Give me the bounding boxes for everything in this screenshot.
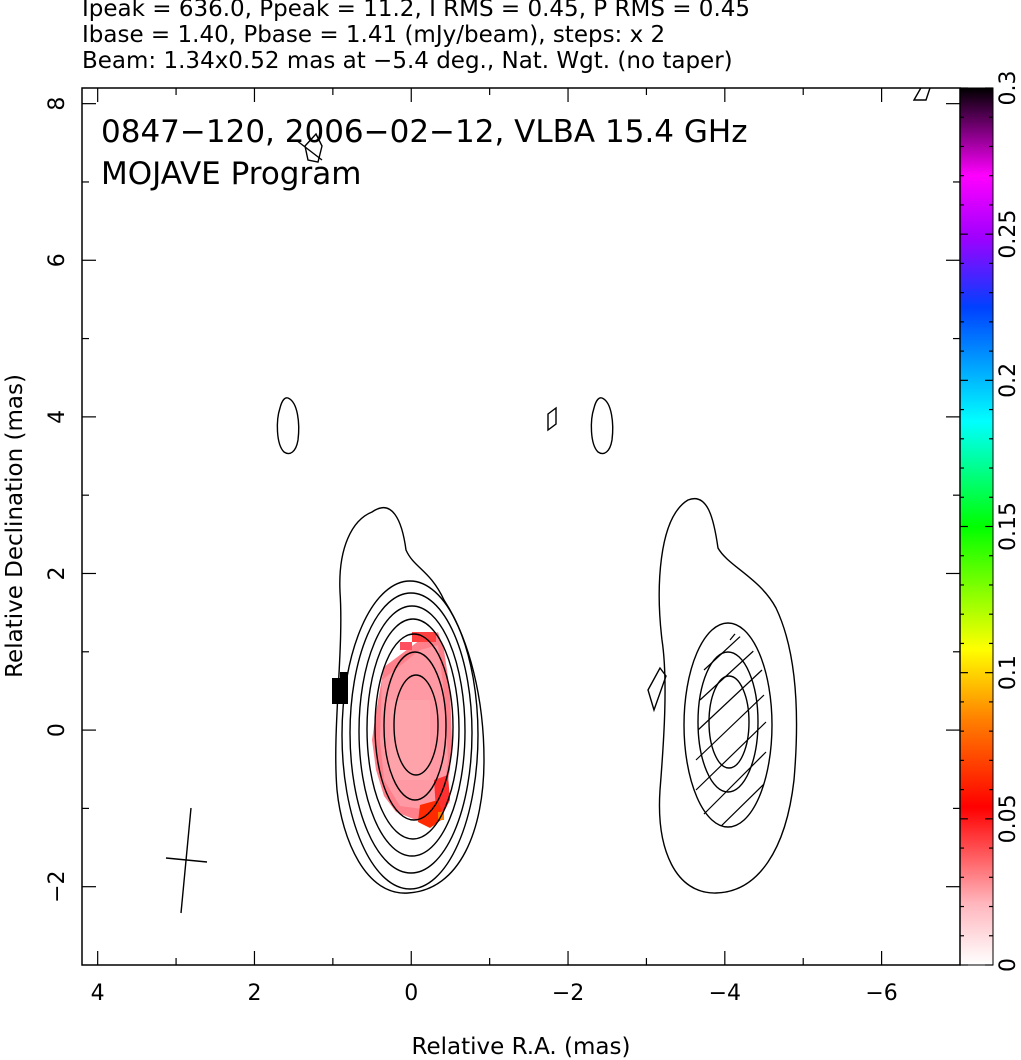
colorbar-tick-label: 0.05: [996, 794, 1021, 843]
overlay-title-line-1: 0847−120, 2006−02−12, VLBA 15.4 GHz: [101, 114, 747, 150]
x-tick-label: 2: [247, 981, 261, 1006]
polarization-vectors: [695, 632, 767, 826]
plot-area: 0847−120, 2006−02−12, VLBA 15.4 GHz MOJA…: [101, 88, 931, 914]
left-source-contours: [335, 507, 485, 894]
colorbar-tick-label: 0.15: [996, 502, 1021, 551]
header-line-1: Ipeak = 636.0, Ppeak = 11.2, I RMS = 0.4…: [82, 0, 751, 22]
x-tick-label: −2: [552, 981, 584, 1006]
x-axis-title: Relative R.A. (mas): [412, 1034, 631, 1060]
x-tick-label: −4: [709, 981, 741, 1006]
y-tick-labels: −2 0 2 4 6 8: [45, 97, 70, 903]
x-tick-labels: 4 2 0 −2 −4 −6: [91, 981, 898, 1006]
y-axis-title: Relative Declination (mas): [2, 374, 28, 678]
noise-contours: [276, 88, 931, 455]
colorbar-tick-labels: 0 0.05 0.1 0.15 0.2 0.25 0.3: [996, 71, 1021, 973]
x-tick-label: 0: [404, 981, 418, 1006]
y-tick-label: −2: [45, 870, 70, 902]
colorbar-tick-label: 0.1: [996, 655, 1021, 690]
beam-marker: [165, 807, 208, 914]
header-line-3: Beam: 1.34x0.52 mas at −5.4 deg., Nat. W…: [82, 48, 733, 74]
x-tick-label: −6: [865, 981, 897, 1006]
colorbar-tick-label: 0: [996, 958, 1021, 972]
plot-frame: [81, 87, 961, 966]
colorbar-tick-label: 0.25: [996, 210, 1021, 259]
y-tick-label: 0: [45, 723, 70, 737]
y-tick-label: 4: [45, 410, 70, 424]
overlay-title-line-2: MOJAVE Program: [101, 156, 361, 192]
x-tick-label: 4: [91, 981, 105, 1006]
colorbar-tick-label: 0.2: [996, 363, 1021, 398]
y-tick-label: 8: [45, 97, 70, 111]
colorbar-tick-label: 0.3: [996, 71, 1021, 106]
y-tick-label: 6: [45, 253, 70, 267]
right-source-contours: [647, 497, 798, 894]
header-line-2: Ibase = 1.40, Pbase = 1.41 (mJy/beam), s…: [82, 22, 666, 48]
y-tick-label: 2: [45, 566, 70, 580]
axis-ticks: [82, 88, 960, 965]
